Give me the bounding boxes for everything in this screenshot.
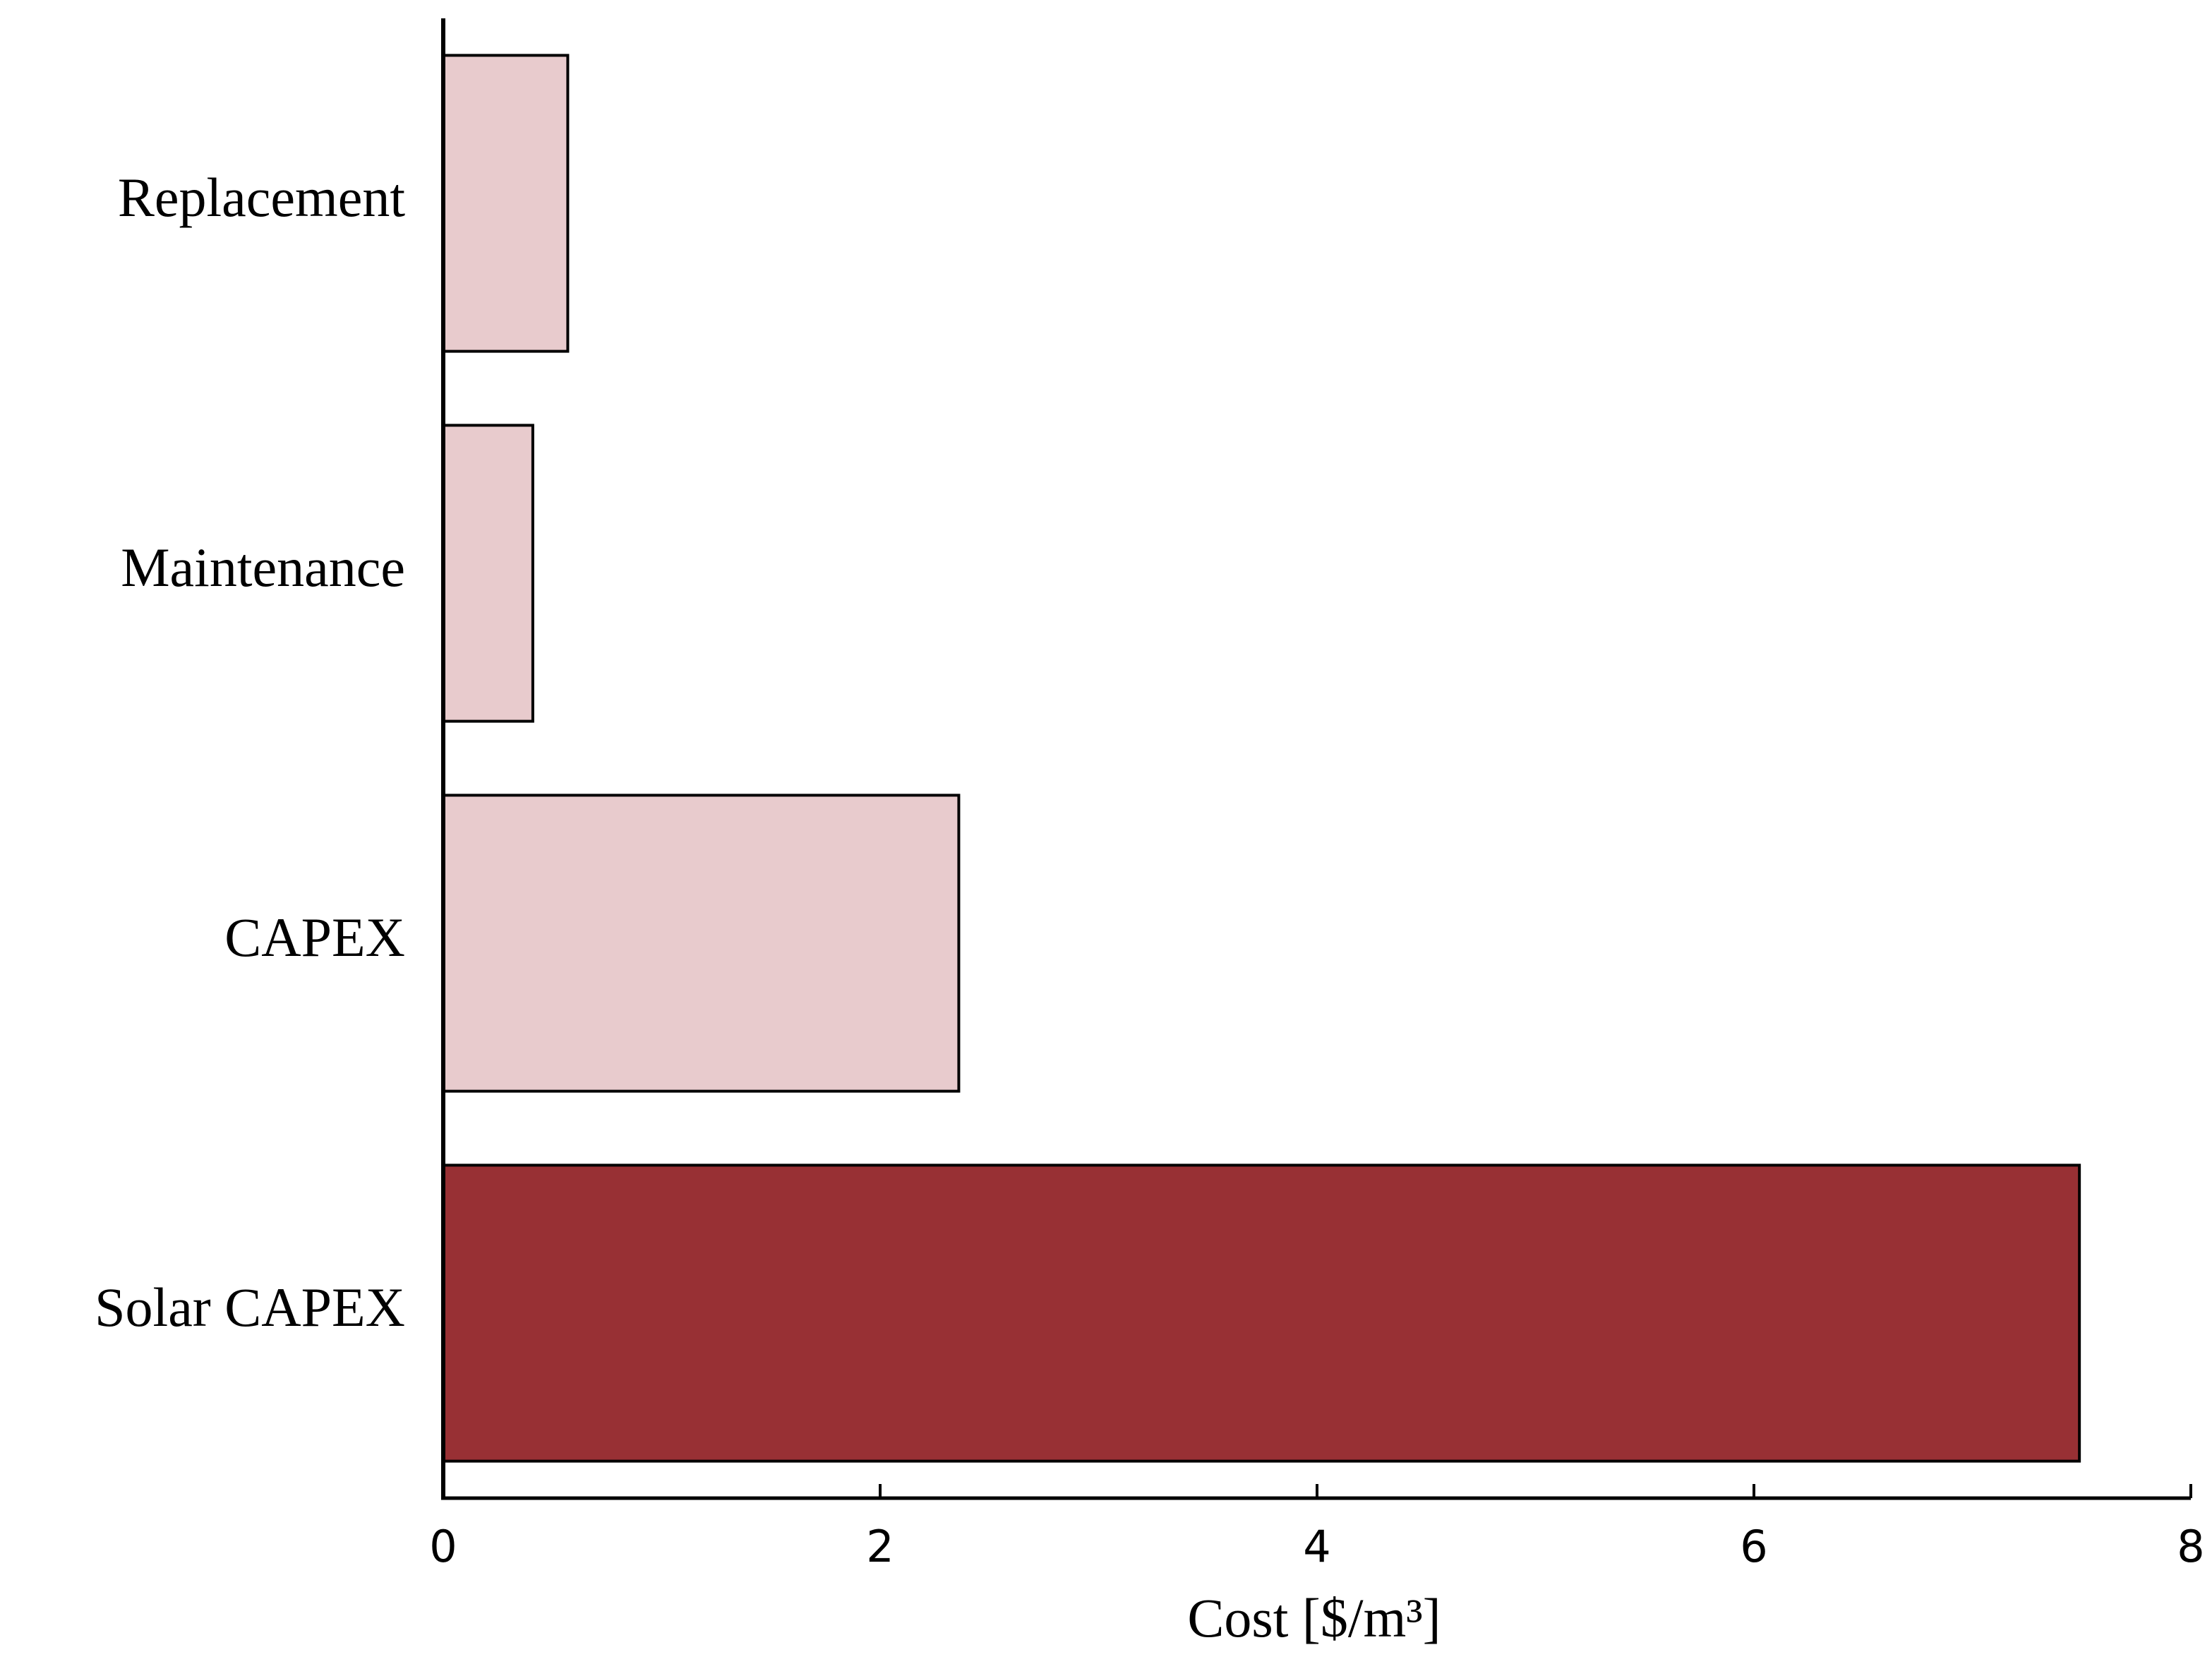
y-tick-label: CAPEX <box>224 907 405 968</box>
x-axis-label: Cost [$/m³] <box>1187 1587 1441 1649</box>
x-tick-label: 2 <box>866 1521 894 1572</box>
y-tick-label: Replacement <box>118 167 405 228</box>
x-tick-label: 6 <box>1740 1521 1767 1572</box>
bar <box>442 794 961 1093</box>
bar <box>442 424 534 723</box>
x-tick-label: 0 <box>429 1521 457 1572</box>
y-tick-label: Solar CAPEX <box>95 1276 405 1338</box>
y-tick-label: Maintenance <box>121 537 405 598</box>
bar <box>442 54 570 353</box>
x-tick-label: 8 <box>2177 1521 2204 1572</box>
bar <box>442 1163 2081 1463</box>
x-tick-label: 4 <box>1303 1521 1330 1572</box>
